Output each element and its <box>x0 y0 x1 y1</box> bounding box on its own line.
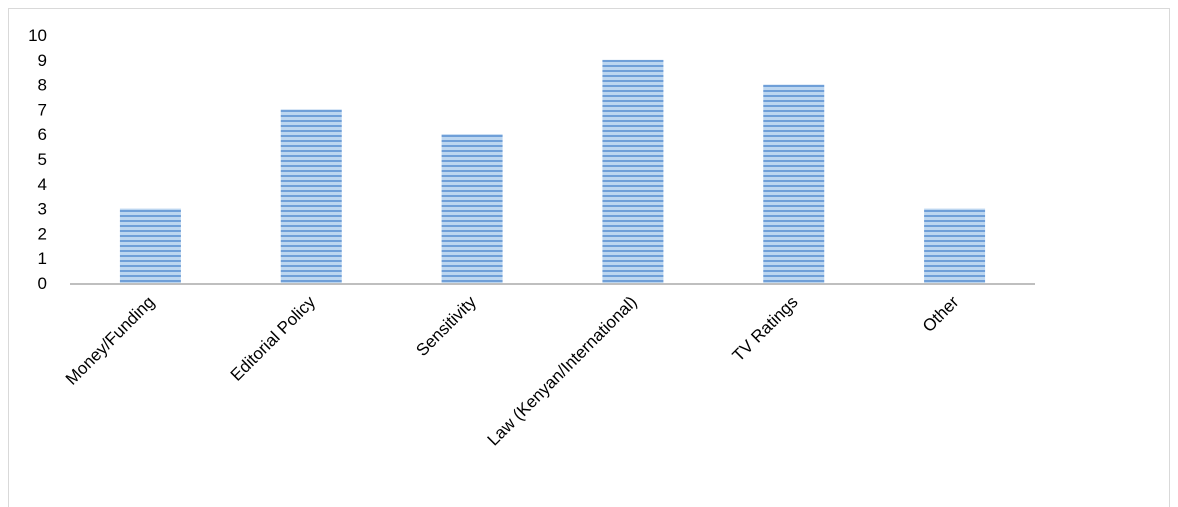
y-tick-label: 7 <box>38 100 47 119</box>
y-tick-label: 8 <box>38 76 47 95</box>
y-axis-ticks: 0 1 2 3 4 5 6 7 8 9 10 <box>28 26 47 293</box>
bar <box>602 59 664 283</box>
y-tick-label: 9 <box>38 51 47 70</box>
x-category-label: TV Ratings <box>729 292 802 365</box>
chart-frame <box>8 8 1170 507</box>
x-category-label: Other <box>919 292 963 336</box>
y-tick-label: 4 <box>38 175 47 194</box>
x-category-label: Sensitivity <box>412 292 480 360</box>
x-category-label: Editorial Policy <box>227 292 320 385</box>
bar <box>280 109 342 284</box>
y-tick-label: 3 <box>38 200 47 219</box>
y-tick-label: 0 <box>38 274 47 293</box>
y-tick-label: 2 <box>38 224 47 243</box>
bar <box>119 208 181 283</box>
bar <box>763 84 825 283</box>
y-tick-label: 1 <box>38 249 47 268</box>
bars <box>119 59 986 284</box>
x-category-label: Law (Kenyan/International) <box>484 292 641 449</box>
bar <box>924 208 986 283</box>
x-category-label: Money/Funding <box>62 292 158 388</box>
y-tick-label: 10 <box>28 26 47 45</box>
y-tick-label: 5 <box>38 150 47 169</box>
x-axis-labels: Money/Funding Editorial Policy Sensitivity… <box>62 292 963 449</box>
y-tick-label: 6 <box>38 125 47 144</box>
bar <box>441 134 503 283</box>
